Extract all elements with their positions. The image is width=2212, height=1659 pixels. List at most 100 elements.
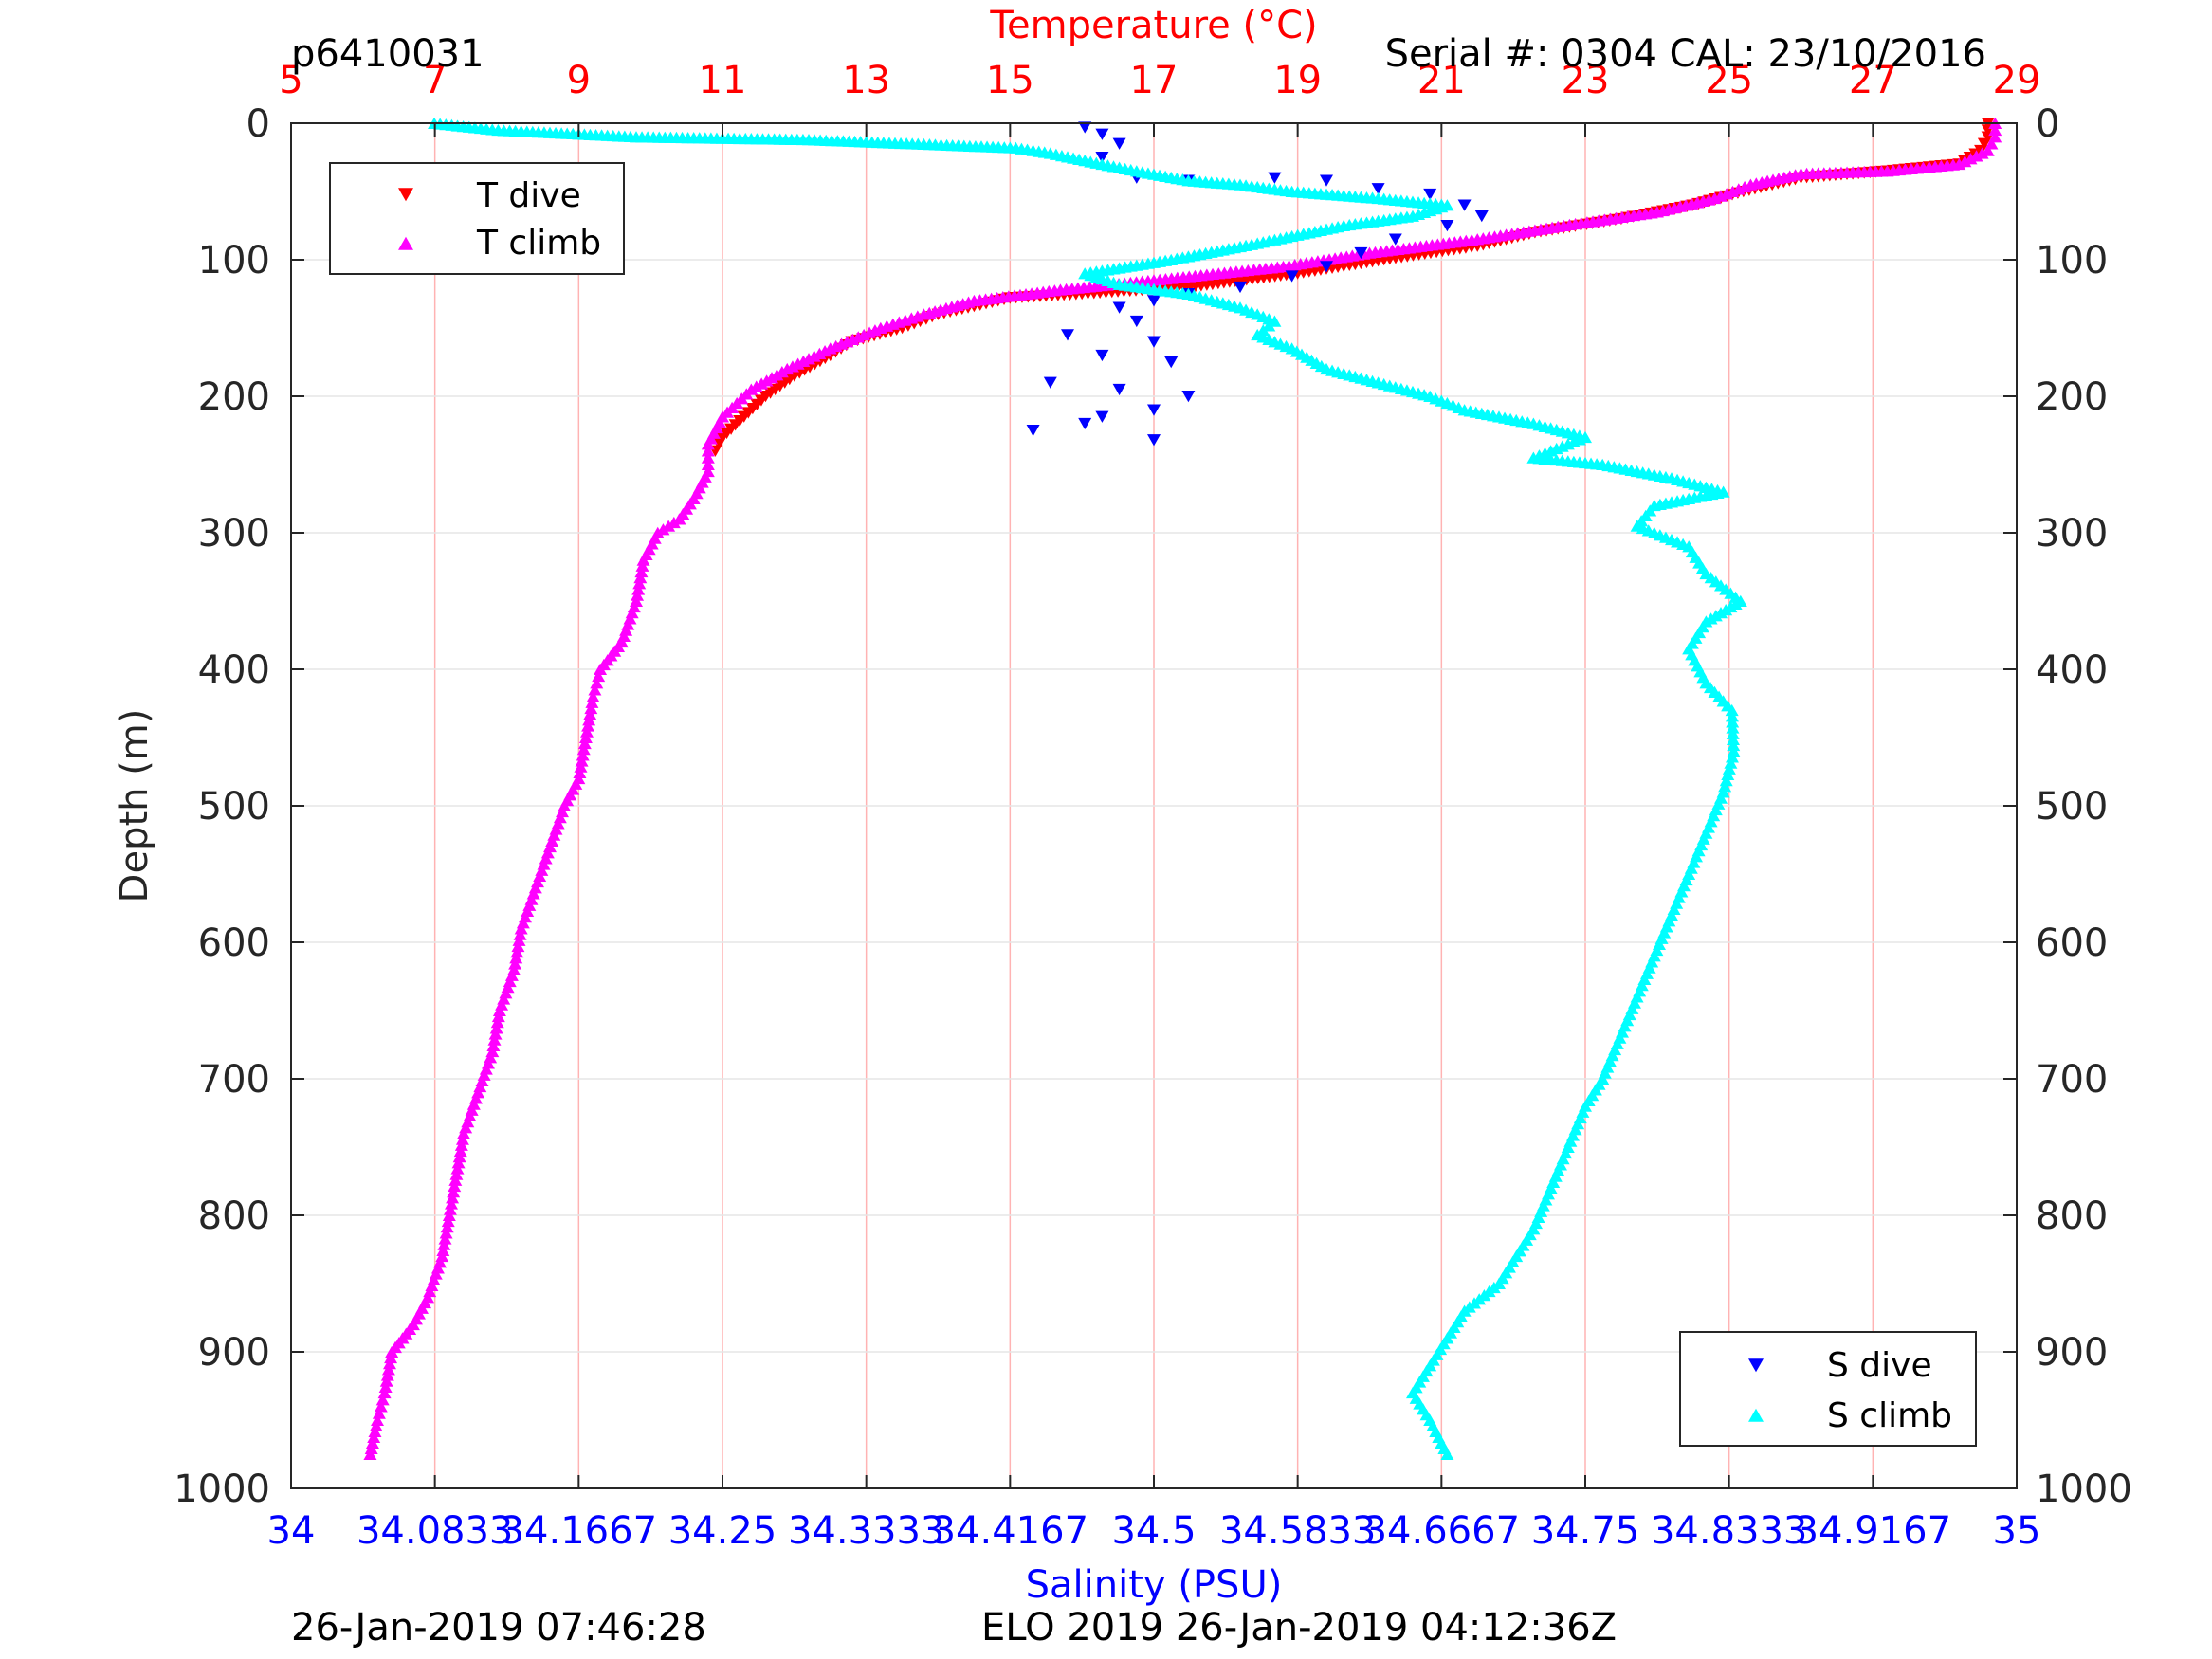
data-point [486,1039,501,1051]
data-point [585,696,599,708]
data-point [1724,757,1738,769]
data-point [716,431,729,444]
data-point [369,1419,383,1431]
data-point [457,1127,470,1139]
data-point [438,1232,452,1245]
salinity-tick-label: 34.25 [668,1509,777,1553]
depth-tick-label-left: 500 [198,785,270,829]
depth-tick-label-right: 200 [2036,375,2108,419]
data-point [701,451,715,464]
data-point [490,1016,504,1029]
salinity-tick-label: 34.9167 [1795,1509,1951,1553]
data-point [453,1144,467,1158]
data-point [1095,128,1109,140]
data-point [385,1345,399,1358]
salinity-tick-label: 35 [1993,1509,2041,1553]
data-point [491,1010,505,1023]
data-point [448,1174,463,1186]
temperature-tick-label: 7 [423,59,447,102]
data-point [1043,376,1057,389]
data-point [487,1033,502,1046]
salinity-tick-label: 34 [267,1509,316,1553]
series-s-climb [428,117,1747,1460]
data-point [1726,721,1740,734]
data-point [580,725,594,738]
data-point [1112,137,1126,150]
data-point [439,1227,453,1239]
depth-tick-label-right: 500 [2036,785,2108,829]
data-point [448,1179,462,1193]
serial-cal-label: Serial #: 0304 CAL: 23/10/2016 [1385,32,1986,76]
legend-marker-symbol [1748,1358,1764,1373]
data-point [1256,324,1271,337]
depth-tick-label-right: 1000 [2036,1468,2132,1511]
data-point [1371,183,1385,195]
data-point [1440,1448,1454,1460]
legend-marker-symbol [398,236,413,250]
depth-tick-label-right: 700 [2036,1058,2108,1102]
temperature-tick-label: 11 [699,59,747,102]
data-point [437,1238,451,1250]
axis-ticks: 5 34 7 34.0833 9 34.1667 11 34.25 13 34.3333 15 34.… [174,59,2132,1553]
data-point [1722,762,1736,775]
data-point [1388,233,1402,246]
data-point [574,760,588,773]
data-point [1061,329,1074,341]
data-point [1457,199,1472,211]
data-point [511,939,525,953]
data-point [1026,425,1040,437]
temperature-tick-label: 17 [1130,59,1179,102]
data-point [701,438,715,450]
data-point [1164,356,1179,369]
temperature-tick-label: 27 [1849,59,1897,102]
data-point [1268,315,1282,327]
data-point [1147,295,1161,307]
salinity-legend: S dive S climb [1679,1331,1977,1447]
data-point [455,1133,469,1145]
data-point [488,1028,503,1040]
data-point [378,1380,393,1393]
data-point [447,1186,461,1198]
data-point [578,731,593,743]
salinity-tick-label: 34.4167 [932,1509,1088,1553]
data-point [584,702,598,715]
data-point [440,1221,454,1233]
data-point [576,749,590,761]
footer-timestamp: 26-Jan-2019 07:46:28 [291,1606,706,1650]
data-point [514,922,528,935]
depth-tick-label-right: 800 [2036,1194,2108,1238]
temperature-tick-label: 13 [842,59,890,102]
data-point [374,1400,388,1413]
data-point [701,458,715,470]
data-point [1112,383,1126,396]
depth-tick-label-right: 0 [2036,102,2059,146]
salinity-tick-label: 34.3333 [788,1509,944,1553]
data-point [441,1214,455,1228]
data-point [363,1448,377,1460]
depth-axis-label: Depth (m) [113,709,156,903]
temperature-tick-label: 21 [1417,59,1466,102]
salinity-legend-box [1679,1331,1977,1447]
depth-tick-label-left: 400 [198,648,270,692]
data-point [1262,319,1276,332]
data-point [1423,188,1437,201]
salinity-tick-label: 34.5833 [1219,1509,1376,1553]
data-point [583,708,597,720]
data-point [365,1436,379,1449]
data-point [508,957,522,970]
profile-id: p6410031 [291,32,484,76]
data-point [594,663,608,675]
depth-tick-label-left: 800 [198,1194,270,1238]
temperature-tick-label: 9 [567,59,591,102]
data-point [381,1363,395,1376]
data-point [1181,391,1196,403]
temperature-axis-label: Temperature (°C) [989,4,1317,47]
data-point [451,1157,466,1169]
data-point [1078,121,1092,134]
data-point [581,720,595,732]
depth-tick-label-left: 200 [198,375,270,419]
data-point [1354,246,1368,260]
data-point [450,1162,465,1175]
salinity-tick-label: 34.8333 [1651,1509,1807,1553]
